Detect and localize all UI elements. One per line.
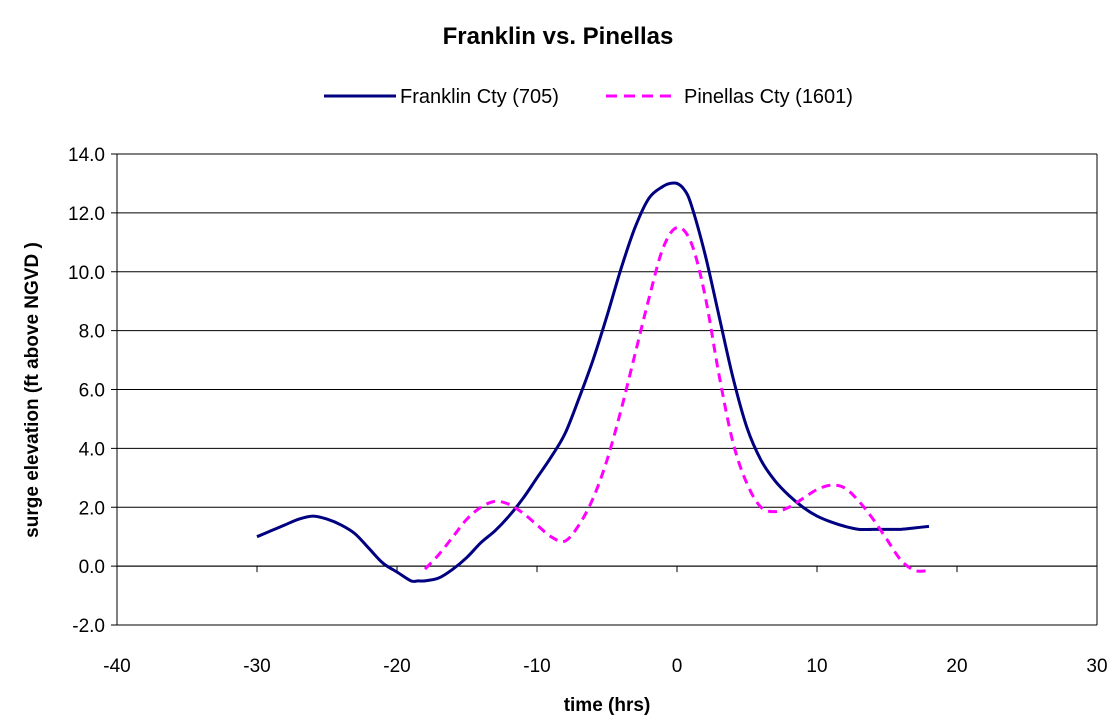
x-tick-label: 30 xyxy=(1086,656,1107,677)
x-tick-label: 10 xyxy=(806,656,827,677)
x-axis-title: time (hrs) xyxy=(564,695,651,716)
series-line-pinellas xyxy=(425,227,929,571)
y-tick-label: 12.0 xyxy=(68,204,105,225)
x-tick-labels: -40 -30 -20 -10 0 10 20 30 xyxy=(103,656,1107,677)
series-lines xyxy=(257,183,929,582)
y-tick-label: 4.0 xyxy=(79,439,105,460)
x-tick-label: 20 xyxy=(946,656,967,677)
y-axis-title: surge elevation (ft above NGVD ) xyxy=(22,242,43,538)
x-tick-label: -30 xyxy=(243,656,270,677)
gridlines xyxy=(117,154,1097,625)
legend-label-franklin: Franklin Cty (705) xyxy=(400,86,559,108)
x-tick-label: -10 xyxy=(523,656,550,677)
y-tick-label: 10.0 xyxy=(68,263,105,284)
y-tick-label: 2.0 xyxy=(79,498,105,519)
chart-title: Franklin vs. Pinellas xyxy=(443,23,674,50)
series-line-franklin xyxy=(257,183,929,582)
y-tick-label: 0.0 xyxy=(79,557,105,578)
legend: Franklin Cty (705) Pinellas Cty (1601) xyxy=(324,86,853,108)
y-tick-label: 8.0 xyxy=(79,322,105,343)
y-tick-label: -2.0 xyxy=(72,616,105,637)
y-tick-labels: -2.0 0.0 2.0 4.0 6.0 8.0 10.0 12.0 14.0 xyxy=(68,145,105,637)
y-tick-label: 6.0 xyxy=(79,381,105,402)
x-tick-label: -40 xyxy=(103,656,130,677)
legend-label-pinellas: Pinellas Cty (1601) xyxy=(684,86,853,108)
x-tick-label: -20 xyxy=(383,656,410,677)
x-tick-label: 0 xyxy=(672,656,683,677)
y-tick-label: 14.0 xyxy=(68,145,105,166)
